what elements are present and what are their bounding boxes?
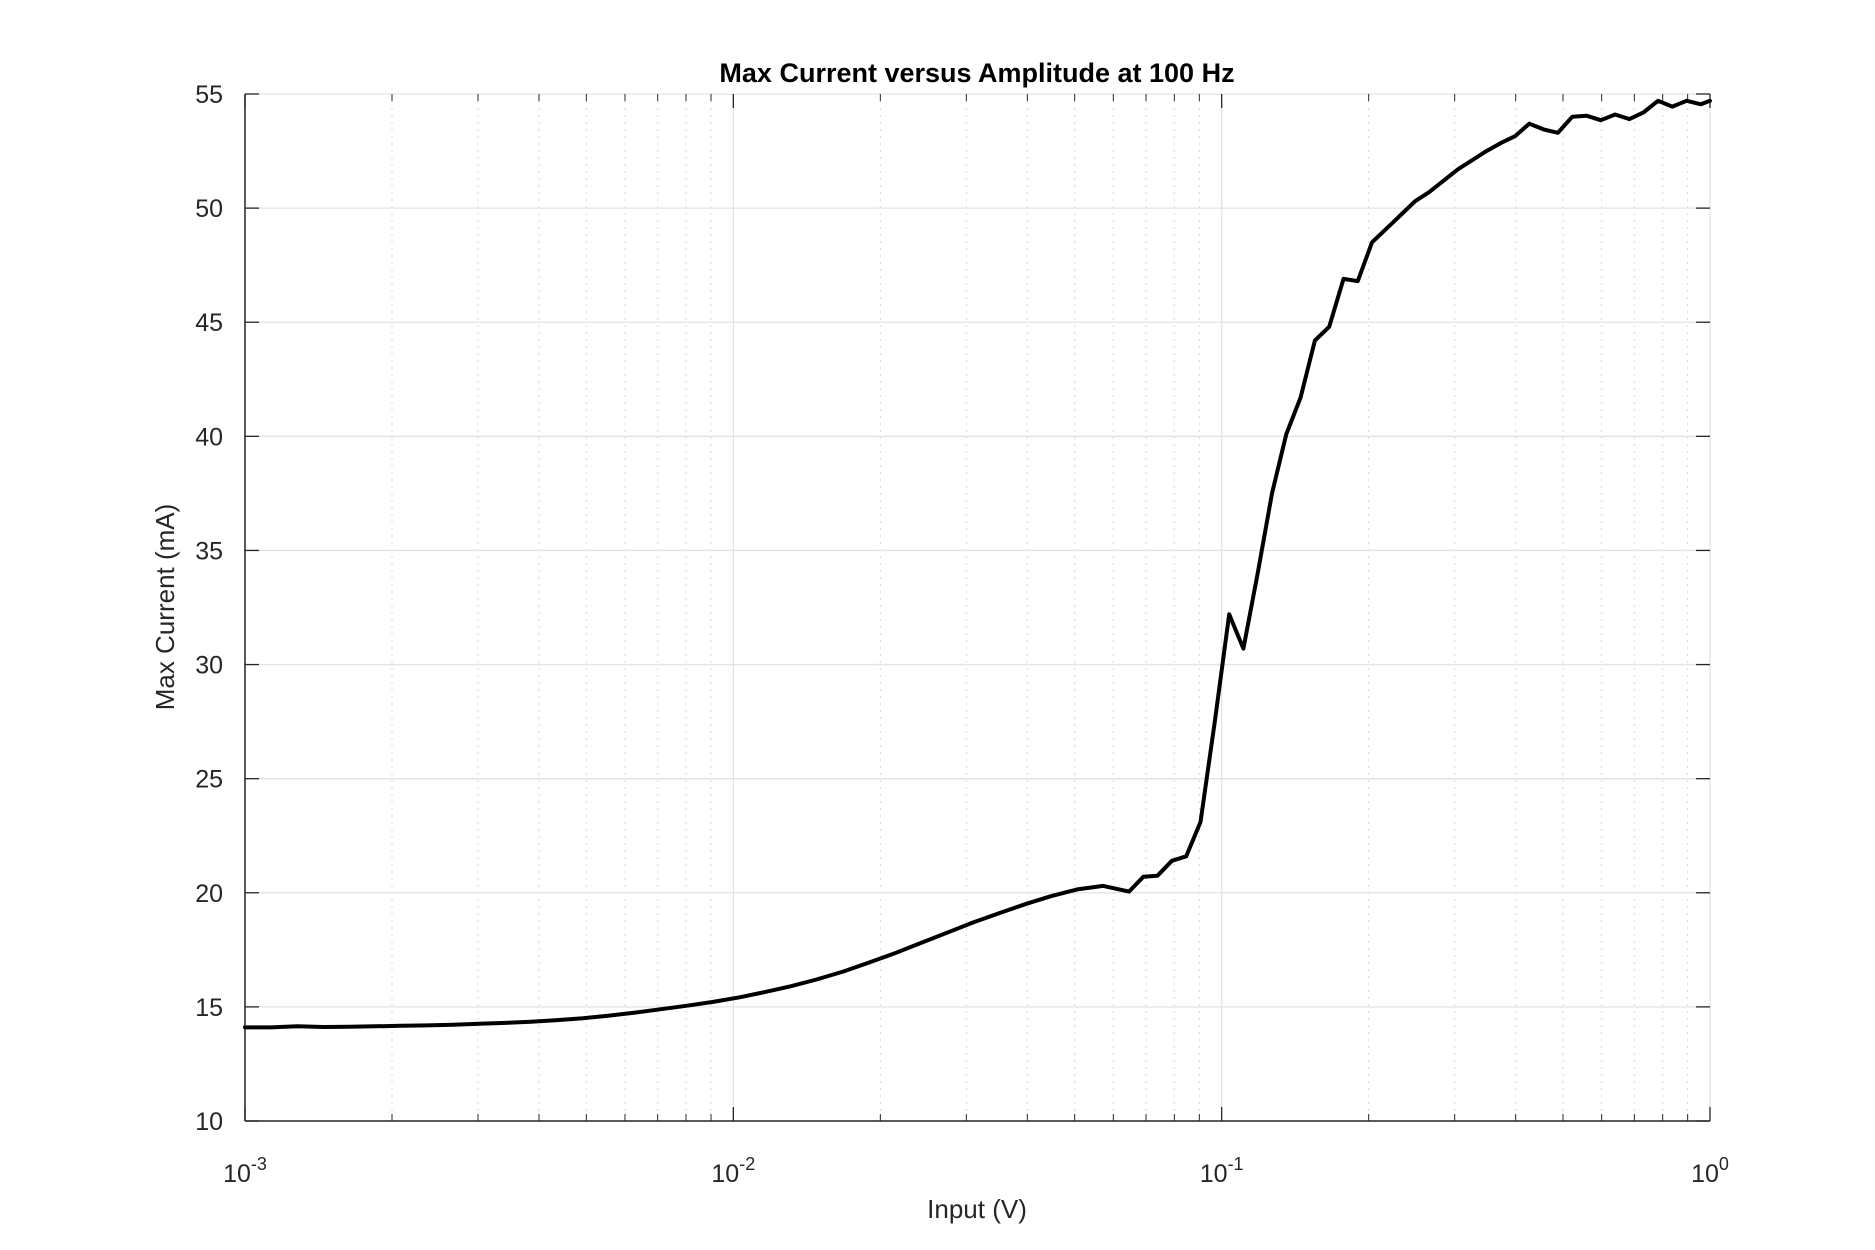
y-tick-label: 20 (195, 880, 223, 908)
x-tick-label: 10-2 (711, 1154, 755, 1188)
x-tick-label-exponent: -1 (1228, 1154, 1244, 1174)
plot-area (245, 94, 1710, 1121)
axes (244, 93, 1711, 1122)
y-tick-label: 10 (195, 1108, 223, 1136)
x-axis-label: Input (V) (927, 1194, 1027, 1224)
x-tick-label: 100 (1691, 1154, 1729, 1188)
x-tick-label-exponent: -2 (739, 1154, 755, 1174)
x-tick-label-base: 10 (1691, 1160, 1719, 1188)
y-tick-label: 50 (195, 195, 223, 223)
x-tick-label: 10-1 (1200, 1154, 1244, 1188)
y-tick-label: 45 (195, 309, 223, 337)
y-tick-labels: 10 15 20 25 30 35 40 45 50 55 (195, 81, 223, 1136)
y-tick-label: 25 (195, 766, 223, 794)
x-tick-label-base: 10 (711, 1160, 739, 1188)
x-tick-label-base: 10 (1200, 1160, 1228, 1188)
y-tick-label: 30 (195, 652, 223, 680)
y-axis-label: Max Current (mA) (150, 504, 180, 711)
series-line (243, 98, 1712, 1030)
series-layer (243, 98, 1712, 1030)
x-tick-label-base: 10 (223, 1160, 251, 1188)
y-tick-label: 35 (195, 537, 223, 565)
minor-grid (391, 94, 1689, 1121)
y-tick-label: 15 (195, 994, 223, 1022)
x-tick-label-exponent: 0 (1719, 1154, 1729, 1174)
x-tick-label: 10-3 (223, 1154, 267, 1188)
y-tick-label: 55 (195, 81, 223, 109)
y-tick-label: 40 (195, 423, 223, 451)
chart-title: Max Current versus Amplitude at 100 Hz (719, 58, 1234, 88)
x-tick-label-exponent: -3 (251, 1154, 267, 1174)
x-tick-labels: 10-3 10-2 10-1 100 (223, 1154, 1729, 1188)
